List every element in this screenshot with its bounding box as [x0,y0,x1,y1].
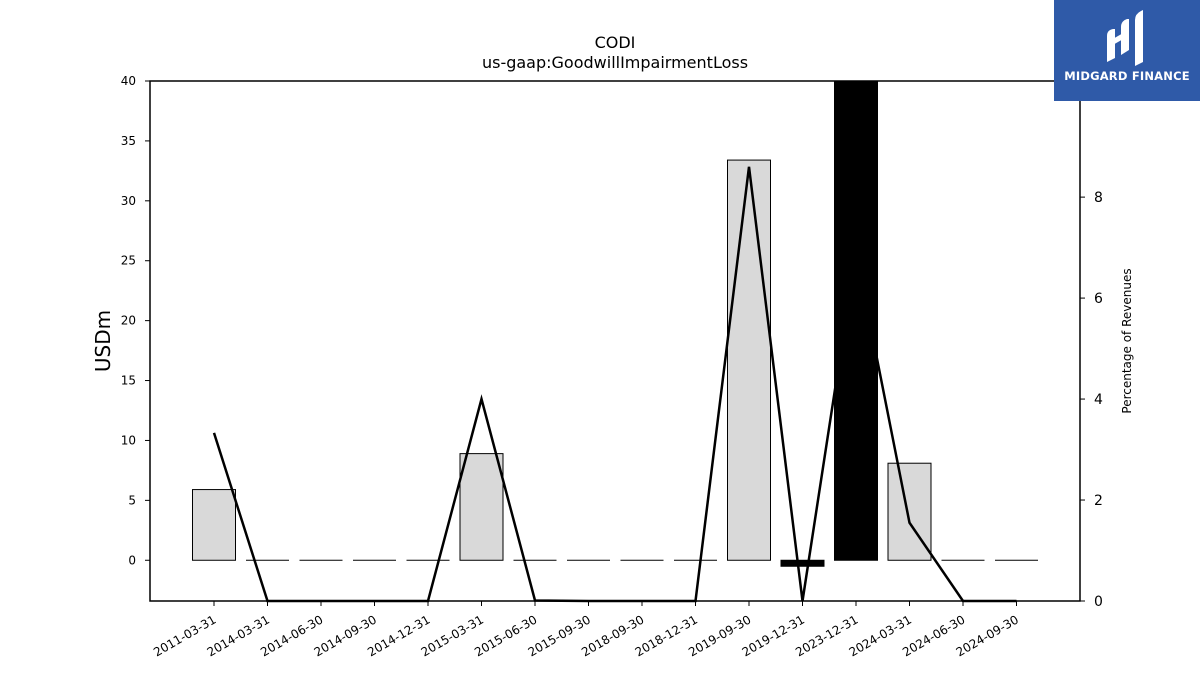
y-tick-label-right: 0 [1094,594,1103,610]
bar [192,489,236,561]
y-axis-left-label: USDm [91,310,115,372]
y-tick-label-left: 40 [121,74,136,88]
y-tick-label-left: 35 [121,134,136,148]
y-tick-label-left: 5 [128,493,136,507]
y-tick-label-right: 2 [1094,493,1103,509]
plot-frame [149,80,1081,602]
chart-subtitle: us-gaap:GoodwillImpairmentLoss [482,53,748,72]
y-tick-label-left: 20 [121,314,136,328]
y-tick-label-left: 10 [121,433,136,447]
bar [834,80,878,561]
logo-mark-icon [1107,10,1143,66]
midgard-finance-logo: MIDGARD FINANCE [1054,0,1200,101]
plot-area: 0510152025303540024682011-03-312014-03-3… [121,74,1103,659]
y-tick-label-right: 8 [1094,190,1103,206]
logo-text: MIDGARD FINANCE [1064,69,1190,83]
y-tick-label-left: 25 [121,254,136,268]
bar [459,453,504,561]
chart-title: CODI [595,33,636,52]
y-axis-right-label: Percentage of Revenues [1120,268,1134,413]
y-tick-label-right: 6 [1094,291,1103,307]
y-tick-label-left: 30 [121,194,136,208]
y-tick-label-left: 0 [128,553,136,567]
y-tick-label-left: 15 [121,374,136,388]
bar [780,559,825,567]
y-tick-label-right: 4 [1094,392,1103,408]
bar [727,159,771,561]
